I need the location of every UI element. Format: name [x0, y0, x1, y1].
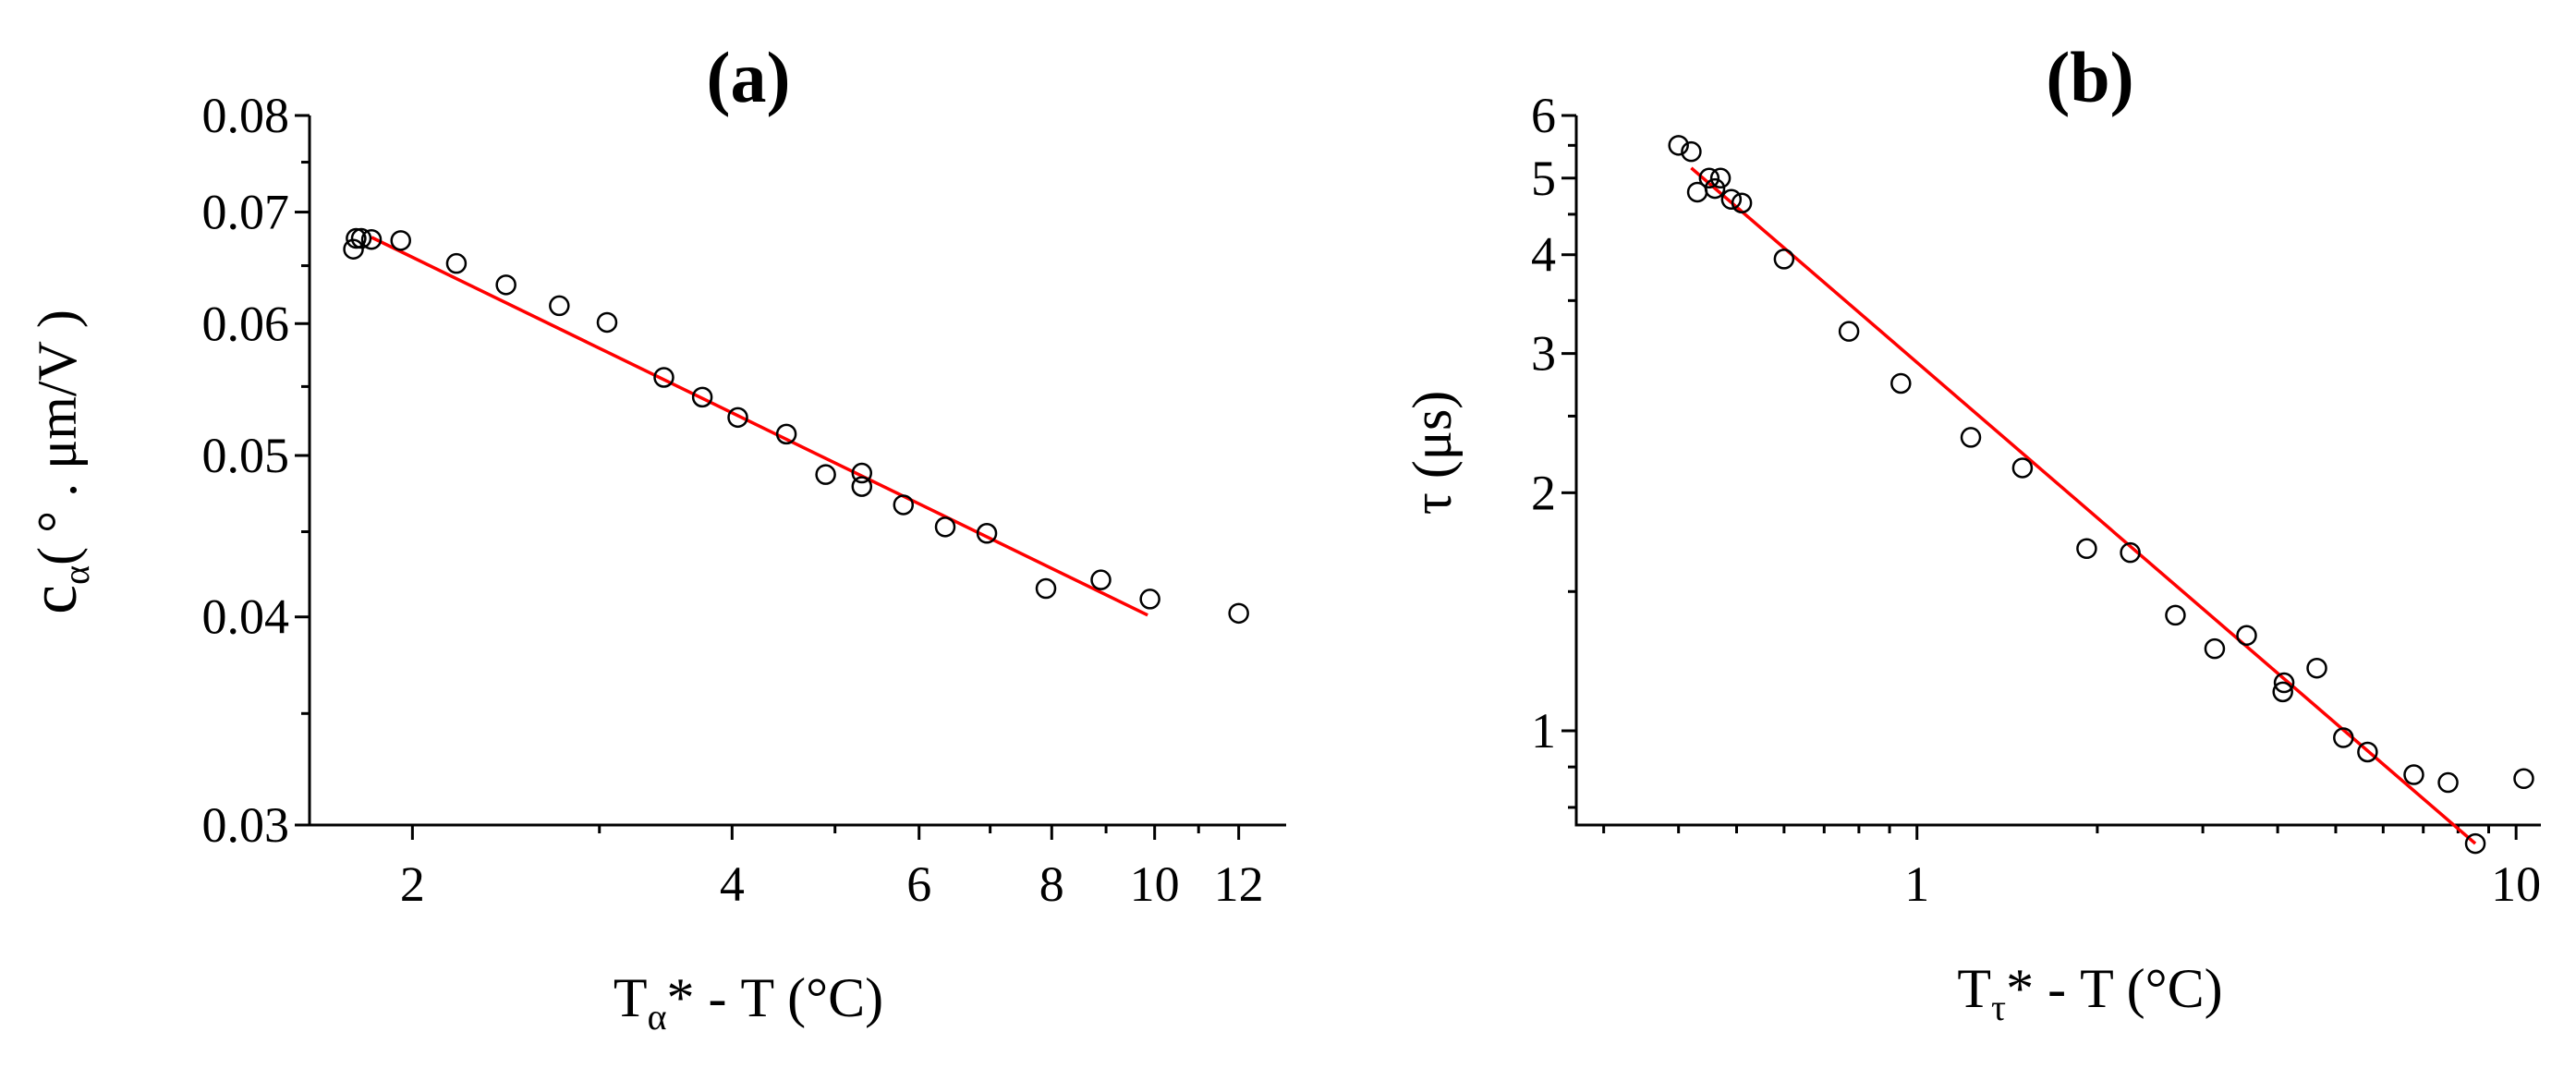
panel-a-title: (a)	[707, 37, 791, 117]
panel-b-data-point	[1681, 140, 1702, 163]
panel-b-y-tick-label: 2	[1531, 465, 1556, 520]
panel-a-y-ticks: 0.03 0.04 0.05 0.06 0.07 0.08	[202, 88, 310, 853]
panel-a-data-point	[1035, 577, 1057, 600]
panel-a-x-tick-label: 6	[906, 856, 931, 912]
panel-b-title: (b)	[2046, 37, 2133, 117]
panel-b-data-point	[2437, 771, 2459, 794]
panel-a-data-point	[445, 252, 468, 274]
panel-b-data-point	[1838, 321, 1860, 342]
panel-a-data-point	[934, 516, 956, 538]
panel-a-x-axis-label: Tα* - T (°C)	[614, 967, 883, 1038]
panel-b-y-tick-label: 3	[1531, 326, 1556, 382]
panel-a-data-point	[976, 523, 998, 544]
panel-a-x-tick-label: 12	[1214, 856, 1264, 912]
panel-a-data-point	[851, 476, 873, 497]
panel-b-data-point	[1773, 249, 1795, 270]
panel-b: (b) 1 2 3 4 5 6 1 10 Tτ* - T (°C) τ (μs)	[1402, 37, 2541, 1028]
panel-a-data-point	[727, 407, 748, 429]
panel-b-data-point	[2120, 541, 2141, 564]
panel-b-data-points	[1668, 135, 2534, 855]
panel-b-y-tick-label: 6	[1531, 88, 1556, 143]
panel-b-data-point	[2011, 457, 2034, 479]
panel-a-data-point	[390, 230, 411, 251]
panel-a-fit-line-group	[371, 236, 1148, 617]
panel-a-y-tick-label: 0.03	[202, 797, 290, 853]
panel-b-data-point	[1731, 192, 1753, 213]
panel-a-x-tick-label: 8	[1039, 856, 1064, 912]
panel-b-fit-line	[1690, 166, 2477, 845]
panel-a-y-tick-label: 0.04	[202, 589, 290, 645]
panel-b-data-point	[2076, 538, 2097, 560]
panel-b-y-tick-label: 5	[1531, 151, 1556, 206]
panel-b-data-point	[2204, 637, 2226, 660]
panel-b-fit-line-group	[1690, 166, 2477, 845]
panel-b-axes	[1574, 115, 2541, 827]
panel-a-data-point	[775, 423, 797, 445]
panel-a-y-tick-label: 0.06	[202, 296, 290, 351]
panel-b-data-point	[1709, 167, 1732, 189]
panel-b-x-axis-label: Tτ* - T (°C)	[1957, 958, 2222, 1028]
panel-a-data-point	[815, 464, 836, 485]
panel-a-data-point	[893, 494, 915, 516]
panel-b-data-point	[1890, 372, 1912, 394]
panel-b-y-axis-label: τ (μs)	[1402, 391, 1463, 516]
panel-a-data-point	[495, 274, 516, 296]
panel-a-data-point	[596, 311, 618, 334]
panel-b-x-ticks: 1 10	[1602, 825, 2541, 912]
panel-a-data-points	[343, 227, 1249, 625]
panel-a-x-ticks: 2 4 6 8 10 12	[400, 825, 1264, 912]
panel-a-data-point	[1139, 589, 1160, 610]
panel-a-data-point	[851, 462, 873, 484]
panel-a-data-point	[350, 227, 372, 249]
panel-b-data-point	[1960, 427, 1982, 448]
panel-a-data-point	[549, 295, 570, 317]
panel-b-data-point	[2403, 764, 2424, 785]
panel-a-data-point	[343, 238, 364, 260]
panel-b-data-point	[2464, 832, 2486, 855]
panel-a-y-tick-label: 0.08	[202, 88, 290, 143]
panel-a-y-axis-label: cα( ° . μm/V )	[17, 309, 97, 614]
panel-b-y-ticks: 1 2 3 4 5 6	[1531, 88, 1576, 809]
panel-b-data-point	[2306, 657, 2327, 679]
panel-b-x-tick-label: 10	[2491, 856, 2541, 912]
panel-a-data-point	[360, 228, 383, 250]
panel-b-data-point	[1704, 177, 1726, 200]
panel-a-x-tick-label: 10	[1130, 856, 1180, 912]
panel-a-axes	[308, 115, 1286, 827]
panel-a: (a) 0.03 0.04 0.05 0.06 0.07 0.08 2 4 6 8 10 12 Tα…	[17, 37, 1286, 1038]
panel-a-x-tick-label: 4	[720, 856, 745, 912]
panel-b-y-tick-label: 4	[1531, 227, 1556, 283]
panel-b-x-tick-label: 1	[1904, 856, 1929, 912]
panel-a-data-point	[653, 367, 674, 388]
panel-b-data-point	[2513, 768, 2534, 790]
panel-b-data-point	[2272, 681, 2293, 703]
panel-a-y-tick-label: 0.05	[202, 428, 290, 483]
panel-b-data-point	[1698, 167, 1720, 189]
panel-a-data-point	[1228, 602, 1249, 625]
panel-a-data-point	[346, 227, 367, 249]
panel-b-data-point	[2165, 604, 2186, 626]
panel-a-fit-line	[371, 236, 1148, 617]
panel-b-data-point	[2236, 625, 2257, 647]
panel-b-y-tick-label: 1	[1531, 703, 1556, 759]
panel-a-data-point	[691, 386, 713, 408]
panel-b-data-point	[2333, 727, 2354, 748]
panel-a-x-tick-label: 2	[400, 856, 425, 912]
panel-b-data-point	[1720, 188, 1743, 211]
panel-b-data-point	[2357, 741, 2378, 763]
panel-b-data-point	[2273, 672, 2295, 694]
panel-b-data-point	[1668, 135, 1689, 156]
panel-a-y-tick-label: 0.07	[202, 185, 290, 240]
panel-a-data-point	[1090, 569, 1112, 590]
